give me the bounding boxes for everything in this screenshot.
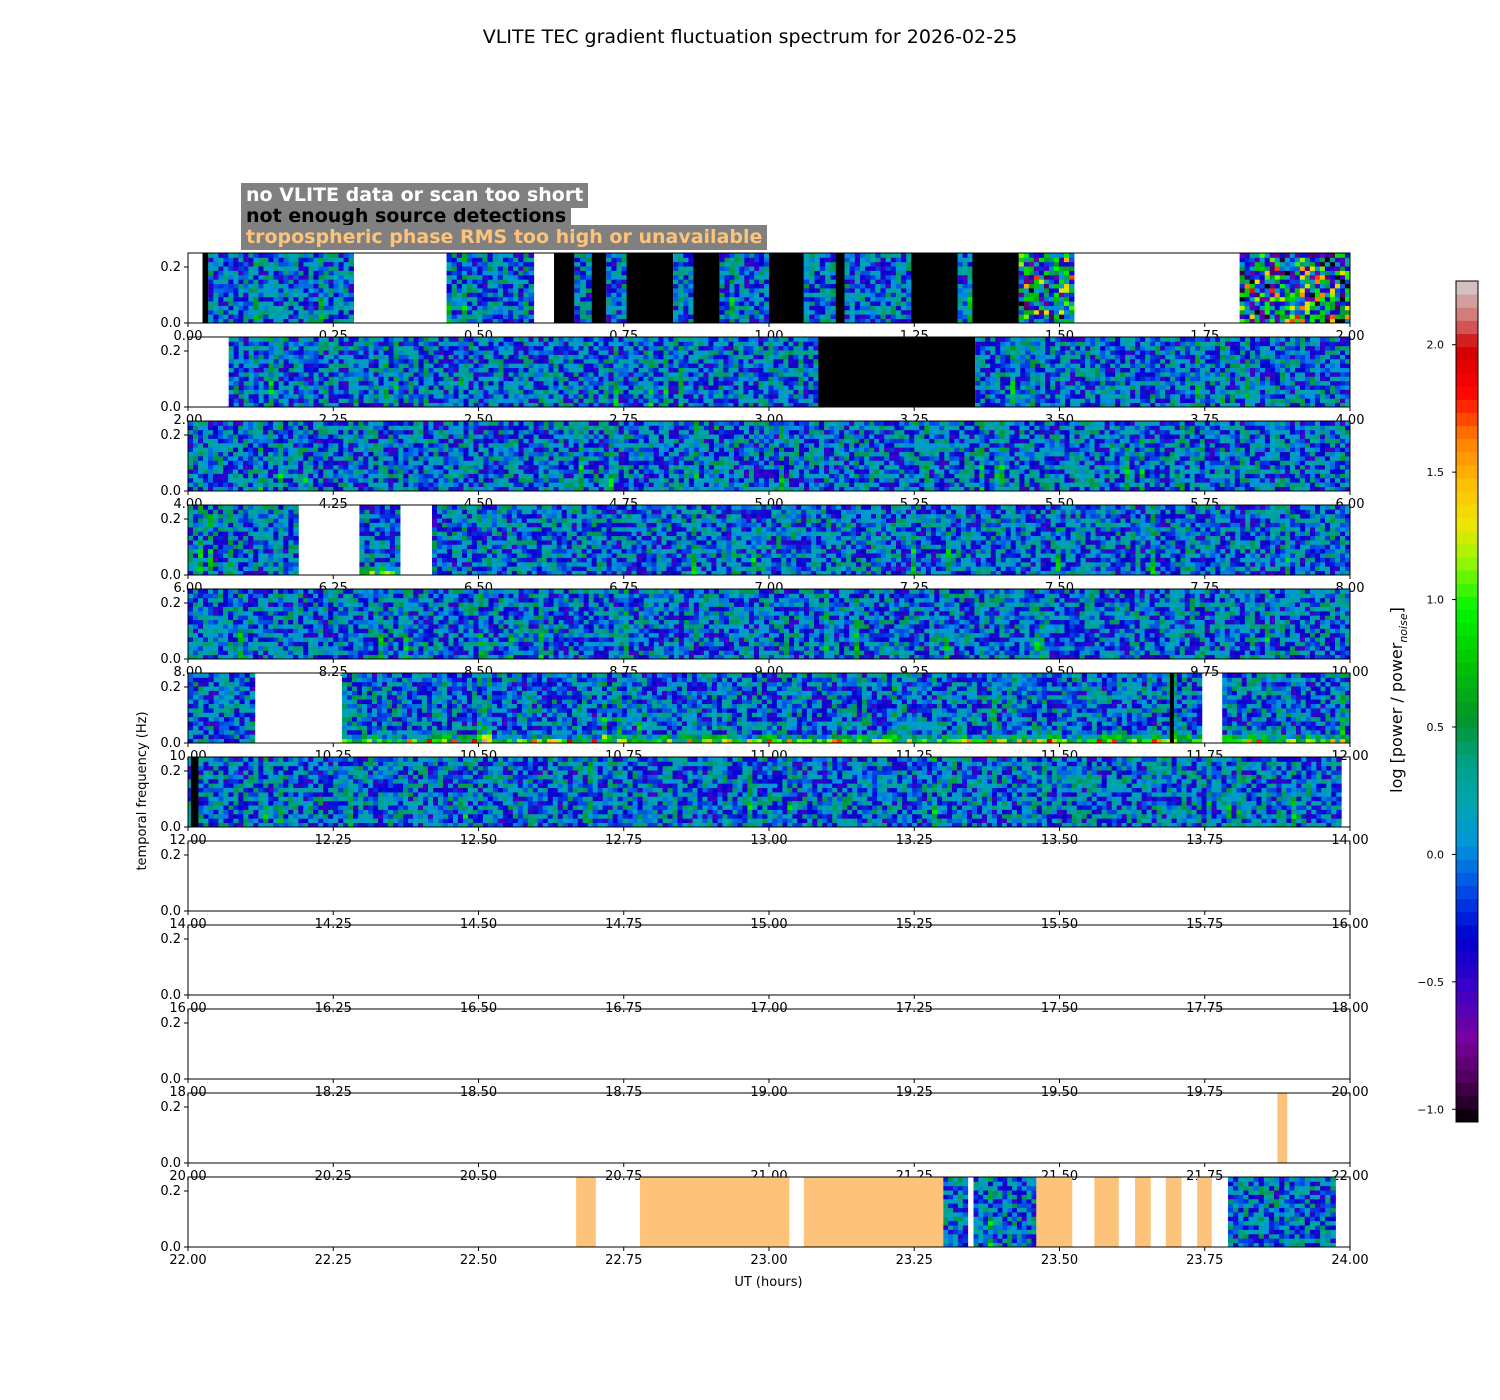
segment-tropo — [576, 1177, 596, 1247]
colorbar-label-main: log [power / power — [1387, 642, 1406, 793]
spectrum-segment — [958, 253, 973, 323]
spectrum-segment — [188, 673, 255, 743]
segment-black — [911, 253, 957, 323]
segment-black — [554, 253, 574, 323]
spectrum-figure: VLITE TEC gradient fluctuation spectrum … — [0, 0, 1500, 1400]
spectrum-segment — [447, 253, 535, 323]
x-tick-label: 22.75 — [605, 1253, 642, 1268]
x-tick-label: 23.75 — [1186, 1253, 1223, 1268]
spectrum-segment — [975, 337, 1350, 407]
spectrum-segment — [1019, 253, 1075, 323]
x-tick-label: 23.00 — [750, 1253, 787, 1268]
x-tick-label: 22.25 — [315, 1253, 352, 1268]
y-tick-label: 0.2 — [160, 1184, 181, 1199]
segment-tropo — [1166, 1177, 1182, 1247]
spectrum-segment — [943, 1177, 968, 1247]
segment-black — [191, 757, 199, 827]
y-tick-label: 0.2 — [160, 428, 181, 443]
segment-black — [769, 253, 804, 323]
spectrum-segment — [188, 505, 299, 575]
x-axis-label: UT (hours) — [734, 1275, 802, 1290]
y-tick-label: 0.2 — [160, 848, 181, 863]
x-tick-label: 22.50 — [460, 1253, 497, 1268]
y-tick-label: 0.2 — [160, 344, 181, 359]
spectrum-segment — [208, 253, 354, 323]
y-tick-label: 0.2 — [160, 680, 181, 695]
segment-tropo — [1135, 1177, 1151, 1247]
segment-black — [203, 253, 209, 323]
segment-tropo — [1094, 1177, 1118, 1247]
y-tick-label: 0.2 — [160, 932, 181, 947]
segment-tropo — [804, 1177, 943, 1247]
spectrum-segment — [606, 253, 627, 323]
segment-black — [627, 253, 673, 323]
spectrum-segment — [1228, 1177, 1336, 1247]
colorbar-tick-label: −0.5 — [1417, 976, 1444, 989]
colorbar-tick-label: 0.5 — [1427, 721, 1445, 734]
x-tick-label: 24.00 — [1331, 1253, 1368, 1268]
segment-black — [818, 337, 975, 407]
segment-tropo — [1277, 1093, 1287, 1163]
segment-black — [972, 253, 1018, 323]
spectrum-segment — [188, 589, 1350, 659]
y-tick-label: 0.2 — [160, 764, 181, 779]
spectrum-segment — [188, 421, 1350, 491]
spectrum-segment — [673, 253, 694, 323]
x-tick-label: 23.50 — [1041, 1253, 1078, 1268]
colorbar-tick-label: 1.5 — [1427, 466, 1445, 479]
y-tick-label: 0.2 — [160, 596, 181, 611]
segment-black — [1170, 673, 1174, 743]
spectrum-segment — [342, 673, 1202, 743]
chart-title: VLITE TEC gradient fluctuation spectrum … — [483, 26, 1017, 48]
segment-black — [693, 253, 719, 323]
segment-tropo — [640, 1177, 789, 1247]
spectrum-segment — [574, 253, 592, 323]
x-tick-label: 22.00 — [169, 1253, 206, 1268]
spectrum-segment — [359, 505, 400, 575]
y-tick-label: 0.2 — [160, 260, 181, 275]
panel-6: 0.00.212.00 12.25 12.50 12.75 13.00 13.25 13.5… — [160, 757, 1368, 848]
spectrum-segment — [845, 253, 912, 323]
colorbar-tick-label: 2.0 — [1427, 339, 1445, 352]
spectrum-segment — [804, 253, 836, 323]
y-tick-label: 0.2 — [160, 512, 181, 527]
y-tick-label: 0.2 — [160, 1100, 181, 1115]
colorbar-tick-label: 1.0 — [1427, 594, 1445, 607]
segment-black — [592, 253, 607, 323]
spectrum-segment — [720, 253, 770, 323]
spectrum-segment — [1240, 253, 1351, 323]
spectrum-segment — [229, 337, 819, 407]
colorbar-label-end: ] — [1387, 607, 1406, 613]
spectrum-segment — [198, 757, 1341, 827]
segment-black — [836, 253, 845, 323]
segment-tropo — [1197, 1177, 1212, 1247]
spectrum-segment — [432, 505, 1350, 575]
colorbar-tick-label: 0.0 — [1427, 848, 1445, 861]
spectrum-segment — [1222, 673, 1350, 743]
y-tick-label: 0.2 — [160, 1016, 181, 1031]
x-tick-label: 23.25 — [896, 1253, 933, 1268]
colorbar-label-sub: noise — [1397, 613, 1410, 642]
colorbar-tick-label: −1.0 — [1417, 1103, 1444, 1116]
legend-tropospheric-rms: tropospheric phase RMS too high or unava… — [241, 225, 767, 250]
spectrum-segment — [974, 1177, 1037, 1247]
y-axis-label: temporal frequency (Hz) — [135, 711, 150, 870]
segment-tropo — [1036, 1177, 1072, 1247]
